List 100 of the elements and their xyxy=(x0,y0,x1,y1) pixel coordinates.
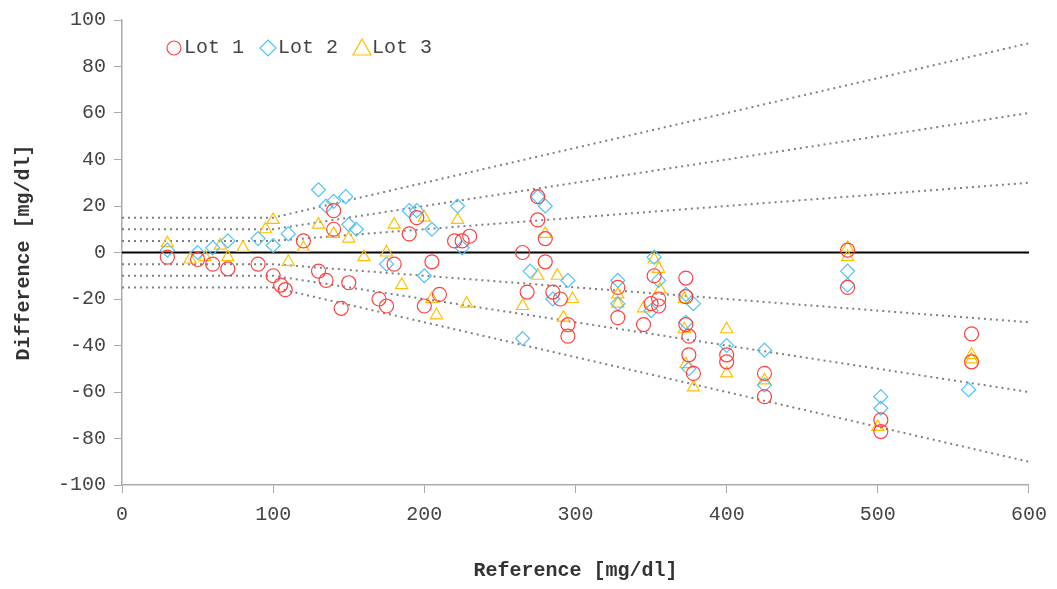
y-tick-label: 100 xyxy=(69,8,107,32)
point xyxy=(756,342,773,358)
x-tick-label: 400 xyxy=(708,503,745,527)
point xyxy=(236,240,250,252)
y-tick-label: 80 xyxy=(81,54,107,78)
point xyxy=(326,203,342,219)
point xyxy=(213,237,227,250)
point xyxy=(538,226,552,238)
point xyxy=(409,203,425,219)
point xyxy=(635,316,652,333)
point xyxy=(610,296,626,312)
point xyxy=(537,230,553,247)
point xyxy=(840,249,855,262)
point xyxy=(610,272,626,288)
point xyxy=(342,230,356,243)
point xyxy=(318,198,334,214)
point xyxy=(651,261,666,273)
point xyxy=(756,389,773,405)
point xyxy=(454,233,470,249)
point xyxy=(960,382,977,398)
point xyxy=(446,233,463,249)
point xyxy=(679,356,693,369)
point xyxy=(401,226,417,242)
point xyxy=(519,284,535,300)
point xyxy=(610,279,626,295)
point xyxy=(295,233,312,249)
point xyxy=(417,210,431,222)
point xyxy=(515,298,530,311)
point xyxy=(677,321,691,334)
point xyxy=(646,268,662,284)
point xyxy=(338,189,354,205)
y-tick-label: -100 xyxy=(57,473,107,497)
point xyxy=(565,291,580,304)
point xyxy=(280,226,296,242)
point xyxy=(159,249,175,265)
point xyxy=(515,244,531,261)
point xyxy=(205,256,221,272)
point xyxy=(719,354,735,370)
point xyxy=(220,261,236,277)
point xyxy=(873,389,889,405)
point xyxy=(183,251,197,264)
point xyxy=(515,330,531,347)
point xyxy=(643,303,659,319)
point xyxy=(277,282,293,298)
point xyxy=(653,282,667,294)
point xyxy=(416,268,432,284)
point xyxy=(871,419,885,431)
point xyxy=(720,321,734,334)
point xyxy=(611,286,625,299)
legend-label: Lot 2 xyxy=(278,36,339,60)
point xyxy=(756,377,773,393)
point xyxy=(220,233,236,249)
y-tick-label: -60 xyxy=(69,380,107,404)
y-tick-label: 60 xyxy=(81,101,107,125)
point xyxy=(205,240,221,256)
legend-label: Lot 3 xyxy=(372,36,433,60)
point xyxy=(963,354,980,370)
point xyxy=(449,198,466,214)
point xyxy=(651,298,667,314)
x-tick-label: 100 xyxy=(255,503,292,527)
y-tick-label: -80 xyxy=(69,426,107,450)
y-tick-label: 0 xyxy=(93,240,107,264)
point xyxy=(189,244,206,261)
point xyxy=(636,300,651,313)
point xyxy=(556,310,571,322)
point xyxy=(318,272,334,288)
point xyxy=(651,291,667,307)
point xyxy=(429,307,444,320)
point xyxy=(756,365,773,381)
point xyxy=(250,256,266,272)
point xyxy=(840,242,856,258)
point xyxy=(550,268,565,280)
point xyxy=(250,230,266,247)
point xyxy=(221,249,235,262)
point xyxy=(273,277,289,293)
point xyxy=(560,328,576,344)
point xyxy=(379,244,394,257)
x-tick-label: 600 xyxy=(1010,503,1047,527)
point xyxy=(401,203,417,219)
point xyxy=(189,251,206,268)
point xyxy=(266,212,280,225)
point xyxy=(537,198,553,214)
point xyxy=(424,221,440,237)
point xyxy=(840,240,855,252)
point xyxy=(719,347,735,363)
point xyxy=(611,296,625,308)
point xyxy=(378,298,395,314)
point xyxy=(681,347,697,363)
point xyxy=(198,249,212,262)
point xyxy=(757,372,772,385)
point xyxy=(873,400,889,416)
point xyxy=(160,235,175,248)
point xyxy=(545,291,561,307)
point xyxy=(651,272,667,288)
point xyxy=(450,212,465,225)
point xyxy=(686,379,701,392)
point xyxy=(333,300,349,316)
point xyxy=(409,210,425,226)
point xyxy=(159,242,175,258)
point xyxy=(265,237,281,254)
